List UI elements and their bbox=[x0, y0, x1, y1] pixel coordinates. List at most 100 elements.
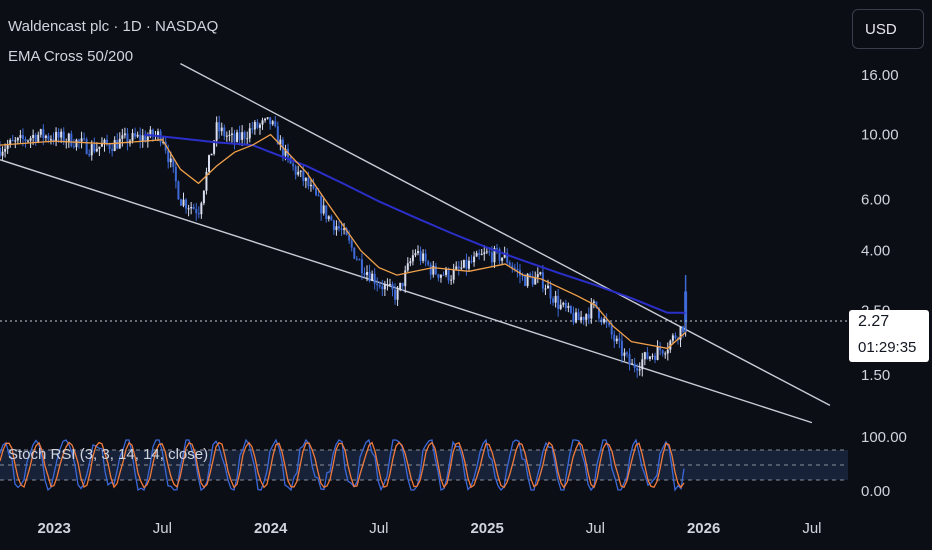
candle-body bbox=[501, 257, 504, 261]
stoch-rsi-label[interactable]: Stoch RSI (3, 3, 14, 14, close) bbox=[8, 446, 209, 463]
candle-body bbox=[256, 122, 259, 128]
candle-body bbox=[146, 136, 149, 142]
candle-body bbox=[144, 135, 147, 142]
candle-body bbox=[465, 259, 468, 269]
candle-body bbox=[516, 268, 519, 271]
candle-body bbox=[32, 134, 35, 139]
candle-body bbox=[355, 258, 358, 260]
candle-body bbox=[569, 305, 572, 313]
bar-countdown: 01:29:35 bbox=[858, 339, 917, 356]
candle-body bbox=[536, 274, 539, 278]
candle-body bbox=[327, 216, 330, 219]
candle-body bbox=[485, 251, 488, 253]
candle-body bbox=[470, 260, 473, 263]
candle-body bbox=[442, 274, 445, 276]
candle-body bbox=[207, 155, 210, 172]
candle-body bbox=[478, 253, 481, 255]
candle-body bbox=[363, 272, 366, 275]
candle-body bbox=[42, 129, 45, 138]
candle-body bbox=[546, 285, 549, 289]
candle-body bbox=[62, 131, 65, 143]
candle-body bbox=[353, 247, 356, 259]
candle-body bbox=[557, 295, 560, 309]
candle-body bbox=[57, 132, 60, 138]
candle-body bbox=[14, 140, 17, 142]
candle-body bbox=[27, 140, 30, 142]
candle-body bbox=[264, 118, 267, 121]
candle-body bbox=[67, 133, 70, 142]
candle-body bbox=[136, 134, 139, 137]
candle-body bbox=[248, 128, 251, 139]
candle-body bbox=[223, 127, 226, 137]
candle-body bbox=[325, 205, 328, 219]
candle-body bbox=[16, 137, 19, 141]
currency-button[interactable]: USD bbox=[852, 9, 924, 49]
candle-body bbox=[498, 249, 501, 261]
candle-body bbox=[679, 326, 682, 340]
candle-body bbox=[610, 325, 613, 335]
candle-body bbox=[590, 303, 593, 319]
candle-body bbox=[432, 265, 435, 275]
candle-body bbox=[90, 144, 93, 156]
ema50-polyline bbox=[0, 133, 687, 350]
candle-body bbox=[582, 316, 585, 320]
candle-body bbox=[309, 184, 312, 187]
candle-body bbox=[9, 140, 12, 145]
candle-body bbox=[337, 226, 340, 229]
indicator-title[interactable]: EMA Cross 50/200 bbox=[8, 48, 134, 65]
candle-body bbox=[230, 133, 233, 135]
candle-body bbox=[659, 346, 662, 351]
candle-body bbox=[577, 312, 580, 321]
candle-body bbox=[345, 228, 348, 236]
candle-body bbox=[279, 139, 282, 145]
time-axis[interactable]: 2023 Jul 2024 Jul 2025 Jul 2026 Jul bbox=[37, 520, 821, 537]
candle-body bbox=[88, 153, 91, 156]
symbol-title: Waldencast plc · 1D · NASDAQ bbox=[8, 18, 219, 35]
candle-body bbox=[447, 268, 450, 281]
candle-body bbox=[625, 352, 628, 354]
candle-body bbox=[682, 326, 685, 333]
candle-body bbox=[276, 126, 279, 145]
candle-body bbox=[47, 135, 50, 140]
trendline-0[interactable] bbox=[180, 63, 831, 407]
candle-body bbox=[202, 190, 205, 204]
price-tick-label: 10.00 bbox=[861, 127, 899, 144]
candle-body bbox=[378, 285, 381, 287]
price-tick-label: 16.00 bbox=[861, 67, 899, 84]
candle-body bbox=[93, 144, 96, 152]
candle-body bbox=[597, 307, 600, 319]
time-tick-label: 2024 bbox=[254, 520, 288, 537]
candle-body bbox=[197, 213, 200, 215]
candle-body bbox=[294, 166, 297, 175]
candle-body bbox=[575, 312, 578, 323]
ema-200-line bbox=[144, 133, 686, 314]
candle-body bbox=[648, 356, 651, 359]
candle-body bbox=[228, 134, 231, 136]
candle-body bbox=[439, 274, 442, 278]
candle-body bbox=[21, 135, 24, 140]
candle-body bbox=[343, 228, 346, 230]
candle-body bbox=[271, 121, 274, 125]
candle-body bbox=[654, 355, 657, 360]
candle-body bbox=[399, 282, 402, 290]
candle-body bbox=[534, 277, 537, 285]
candle-body bbox=[664, 353, 667, 355]
candle-body bbox=[506, 252, 509, 263]
candle-body bbox=[19, 135, 22, 138]
trendline-1[interactable] bbox=[0, 159, 813, 424]
candle-body bbox=[177, 181, 180, 200]
candle-body bbox=[113, 139, 116, 151]
candle-body bbox=[376, 283, 379, 286]
candle-body bbox=[103, 139, 106, 145]
candle-body bbox=[215, 122, 218, 141]
price-tick-label: 1.50 bbox=[861, 367, 890, 384]
price-tick-label: 4.00 bbox=[861, 243, 890, 260]
candle-body bbox=[29, 138, 32, 141]
candle-body bbox=[608, 322, 611, 326]
candle-body bbox=[108, 144, 111, 150]
candle-body bbox=[151, 129, 154, 137]
candle-body bbox=[414, 253, 417, 256]
time-tick-label: 2026 bbox=[687, 520, 720, 537]
